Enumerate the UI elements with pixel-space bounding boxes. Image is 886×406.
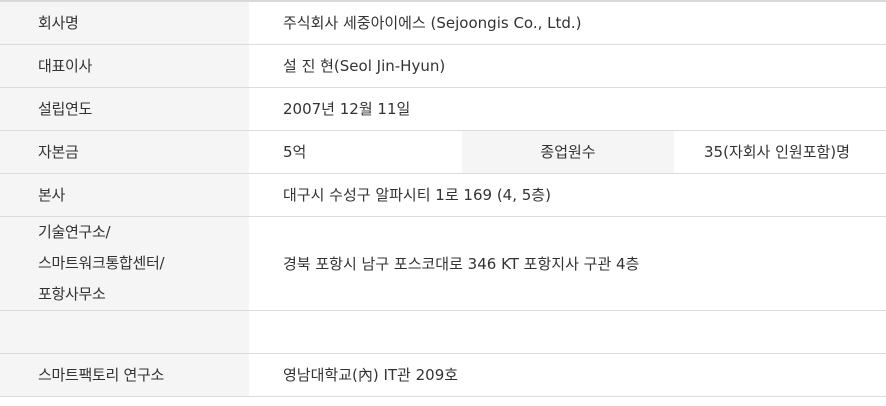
value-ceo: 설 진 현(Seol Jin-Hyun) — [249, 44, 886, 88]
value-capital: 5억 — [249, 130, 462, 174]
row-company-name: 회사명 주식회사 세중아이에스 (Sejoongis Co., Ltd.) — [0, 1, 886, 45]
label-smart-factory-lab: 스마트팩토리 연구소 — [0, 353, 249, 397]
value-founded: 2007년 12월 11일 — [249, 87, 886, 131]
label-ceo: 대표이사 — [0, 44, 249, 88]
label-research-lab-line-1: 기술연구소/ — [38, 222, 111, 241]
value-empty — [249, 310, 886, 354]
row-ceo: 대표이사 설 진 현(Seol Jin-Hyun) — [0, 44, 886, 88]
label-research-lab: 기술연구소/ 스마트워크통합센터/ 포항사무소 — [0, 216, 249, 311]
label-research-lab-line-3: 포항사무소 — [38, 284, 106, 303]
label-company-name: 회사명 — [0, 1, 249, 45]
value-employees: 35(자회사 인원포함)명 — [674, 130, 886, 174]
row-headquarters: 본사 대구시 수성구 알파시티 1로 169 (4, 5층) — [0, 173, 886, 217]
label-employees: 종업원수 — [462, 130, 674, 174]
label-research-lab-line-2: 스마트워크통합센터/ — [38, 253, 165, 272]
label-headquarters: 본사 — [0, 173, 249, 217]
row-capital: 자본금 5억 종업원수 35(자회사 인원포함)명 — [0, 130, 886, 174]
row-empty — [0, 310, 886, 354]
label-founded: 설립연도 — [0, 87, 249, 131]
row-research-lab: 기술연구소/ 스마트워크통합센터/ 포항사무소 경북 포항시 남구 포스코대로 … — [0, 216, 886, 311]
value-company-name: 주식회사 세중아이에스 (Sejoongis Co., Ltd.) — [249, 1, 886, 45]
row-smart-factory-lab: 스마트팩토리 연구소 영남대학교(內) IT관 209호 — [0, 353, 886, 397]
value-smart-factory-lab: 영남대학교(內) IT관 209호 — [249, 353, 886, 397]
label-capital: 자본금 — [0, 130, 249, 174]
value-research-lab: 경북 포항시 남구 포스코대로 346 KT 포항지사 구관 4층 — [249, 216, 886, 311]
label-empty — [0, 310, 249, 354]
value-headquarters: 대구시 수성구 알파시티 1로 169 (4, 5층) — [249, 173, 886, 217]
company-info-table: 회사명 주식회사 세중아이에스 (Sejoongis Co., Ltd.) 대표… — [0, 0, 886, 397]
row-founded: 설립연도 2007년 12월 11일 — [0, 87, 886, 131]
